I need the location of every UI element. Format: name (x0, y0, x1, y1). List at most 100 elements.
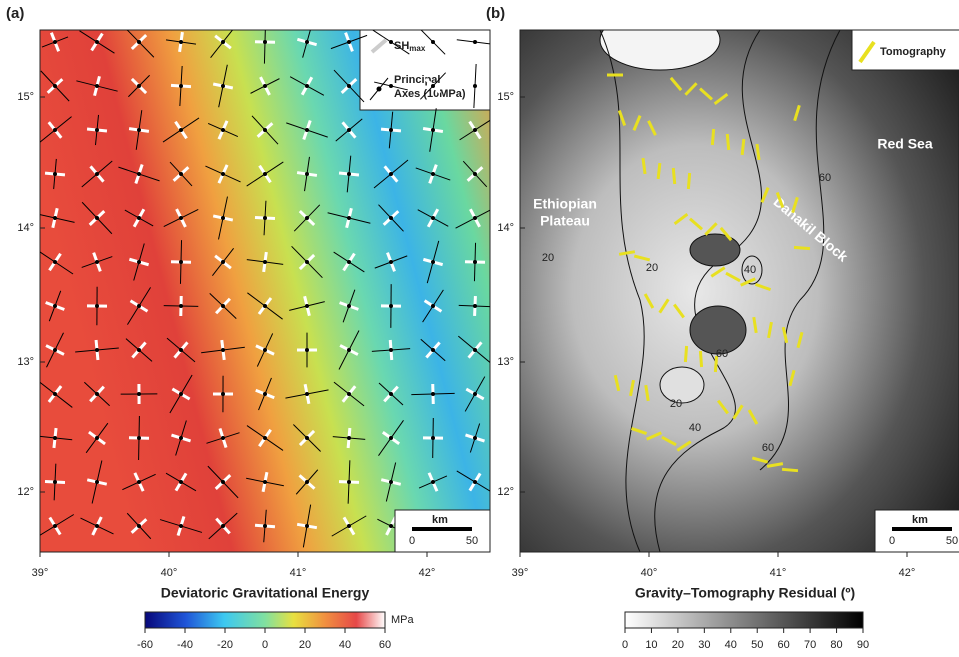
axis-dot (431, 348, 435, 352)
axis-dot (263, 304, 267, 308)
axis-dot (179, 172, 183, 176)
axis-dot (179, 480, 183, 484)
axis-dot (431, 40, 435, 44)
axis-dot (347, 128, 351, 132)
legend-sub: max (409, 44, 426, 53)
axis-dot (53, 216, 57, 220)
axis-dot (431, 260, 435, 264)
contour-label: 20 (542, 252, 554, 264)
axis-dot (347, 392, 351, 396)
axis-dot (389, 128, 393, 132)
axis-dot (179, 128, 183, 132)
legend-b: Tomography (852, 30, 959, 70)
axis-dot (431, 128, 435, 132)
axis-dot (263, 128, 267, 132)
axis-dot (347, 172, 351, 176)
axis-dot (305, 40, 309, 44)
contour-label: 20 (646, 262, 658, 274)
colorbar-label: 40 (339, 639, 351, 651)
axis-dot (221, 40, 225, 44)
axis-dot (347, 348, 351, 352)
lat-label: 14° (497, 222, 514, 234)
colorbar (625, 612, 863, 628)
contour-label: 60 (819, 172, 831, 184)
axis-dot (137, 128, 141, 132)
lat-label: 15° (17, 91, 34, 103)
colorbar-label: 90 (857, 639, 869, 651)
contour-label: 40 (689, 422, 701, 434)
axis-dot (95, 40, 99, 44)
axis-dot (305, 84, 309, 88)
scale-label: 0 (889, 535, 895, 547)
axis-dot (305, 524, 309, 528)
axis-dot (95, 128, 99, 132)
axis-dot (389, 84, 393, 88)
axis-dot (95, 260, 99, 264)
place-label: Plateau (540, 213, 590, 229)
scale-label: 50 (466, 535, 478, 547)
axis-dot (95, 216, 99, 220)
axis-dot (305, 348, 309, 352)
axis-dot (137, 524, 141, 528)
scale-label: 0 (409, 535, 415, 547)
axis-dot (347, 304, 351, 308)
axis-dot (431, 392, 435, 396)
axis-dot (221, 172, 225, 176)
colorbar-label: 70 (804, 639, 816, 651)
contour-label: 40 (744, 264, 756, 276)
axis-dot (95, 304, 99, 308)
axis-dot (221, 216, 225, 220)
axis-dot (473, 348, 477, 352)
axis-dot (263, 40, 267, 44)
axis-dot (221, 348, 225, 352)
place-label: Red Sea (877, 136, 932, 152)
axis-dot (389, 260, 393, 264)
axis-dot (137, 304, 141, 308)
axis-dot (389, 216, 393, 220)
axis-dot (347, 480, 351, 484)
axis-dot (95, 480, 99, 484)
axis-dot (305, 128, 309, 132)
colorbar-label: 20 (672, 639, 684, 651)
axis-dot (95, 84, 99, 88)
lon-label: 39° (32, 567, 49, 579)
colorbar-label: 10 (645, 639, 657, 651)
axis-dot (95, 524, 99, 528)
axis-dot (221, 304, 225, 308)
panel-title: Gravity–Tomography Residual (º) (635, 585, 855, 601)
axis-dot (137, 172, 141, 176)
colorbar-label: 30 (698, 639, 710, 651)
figure: (a) (b) Deviatoric Gravitational Energy … (0, 0, 959, 657)
axis-dot (305, 436, 309, 440)
axis-dot (53, 128, 57, 132)
axis-dot (473, 128, 477, 132)
scale-bar (892, 527, 952, 531)
axis-dot (179, 216, 183, 220)
axis-dot (431, 480, 435, 484)
lat-label: 13° (497, 356, 514, 368)
axis-dot (305, 304, 309, 308)
colorbar-label: 50 (751, 639, 763, 651)
tomography-bar (742, 139, 744, 155)
axis-dot (137, 216, 141, 220)
axis-dot (263, 480, 267, 484)
colorbar-label: 20 (299, 639, 311, 651)
legend-a: SHmax Principal Axes (10MPa) (360, 30, 490, 110)
tomography-bar (712, 129, 713, 145)
axis-dot (473, 84, 477, 88)
axis-dot (179, 348, 183, 352)
axis-dot (389, 40, 393, 44)
scale-unit: km (912, 514, 928, 526)
contour-label: 20 (670, 398, 682, 410)
axis-dot (389, 436, 393, 440)
tomography-bar (794, 247, 810, 248)
tomography-bar (700, 351, 701, 367)
tomography-bar (673, 168, 674, 184)
lat-label: 12° (17, 486, 34, 498)
colorbar-label: 0 (622, 639, 628, 651)
axis-dot (221, 436, 225, 440)
axis-dot (179, 84, 183, 88)
lat-label: 14° (17, 222, 34, 234)
axis-dot (221, 392, 225, 396)
lat-label: 15° (497, 91, 514, 103)
